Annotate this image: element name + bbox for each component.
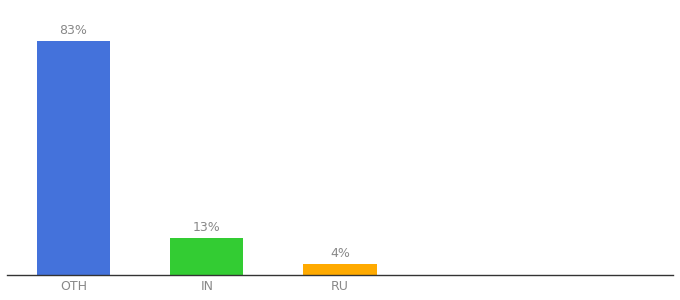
Bar [37,41,110,275]
Bar [170,238,243,275]
Text: 4%: 4% [330,247,350,260]
Text: 83%: 83% [60,24,88,37]
Bar [303,264,377,275]
Text: 13%: 13% [193,221,220,234]
